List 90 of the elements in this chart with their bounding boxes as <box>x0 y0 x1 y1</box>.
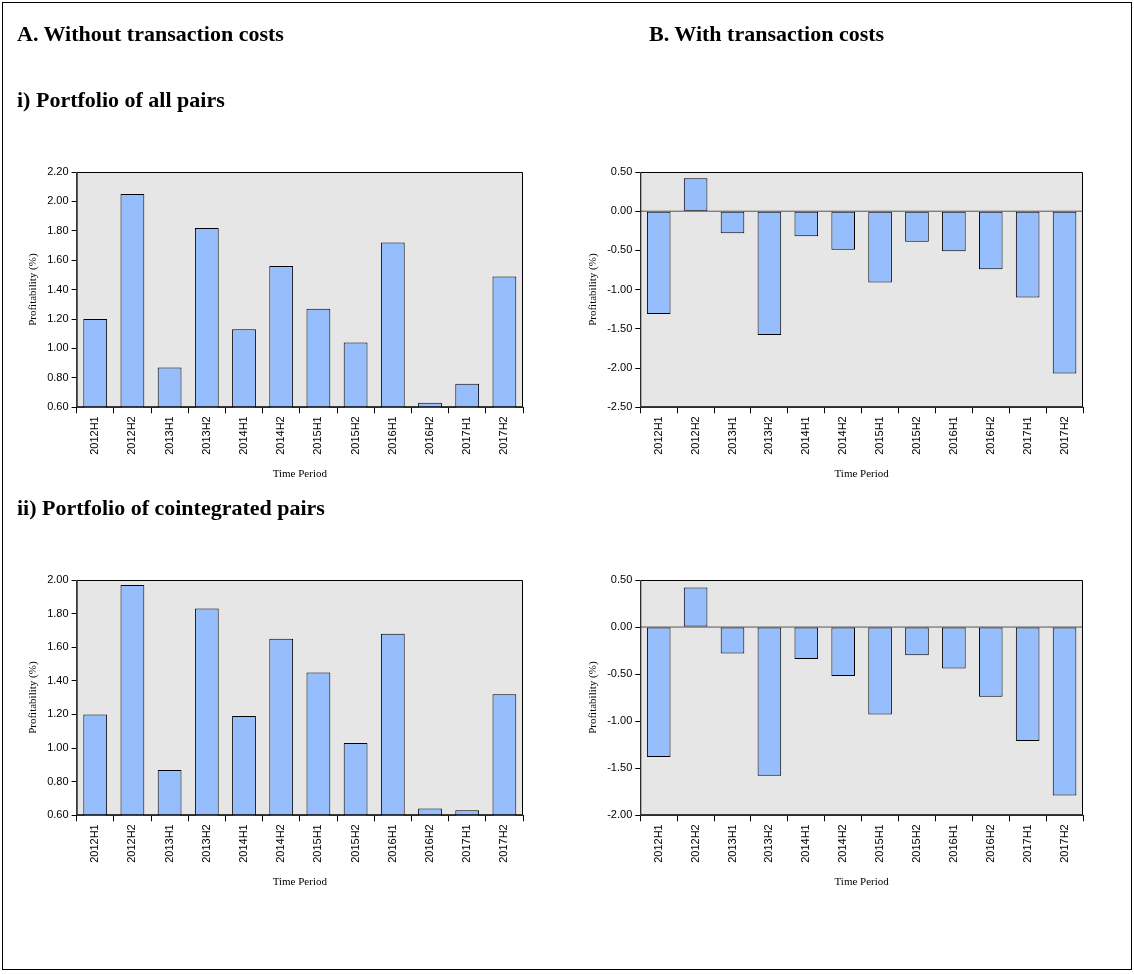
y-tick-label: 1.80 <box>47 606 69 619</box>
x-axis-title: Time Period <box>834 875 890 888</box>
y-tick-label: 0.60 <box>47 400 69 413</box>
y-tick-label: 0.60 <box>47 808 69 821</box>
y-axis-title: Profitability (%) <box>26 661 40 734</box>
x-tick-label: 2014H2 <box>836 416 849 455</box>
y-tick-label: 1.40 <box>47 282 69 295</box>
y-tick-label: 1.60 <box>47 640 69 653</box>
x-tick-label: 2015H1 <box>873 416 886 455</box>
x-tick-label: 2017H1 <box>1020 416 1033 455</box>
x-tick-label: 2016H2 <box>983 416 996 455</box>
x-tick-label: 2017H2 <box>497 824 510 863</box>
y-tick-label: 1.20 <box>47 312 69 325</box>
x-tick-label: 2016H1 <box>946 824 959 863</box>
x-tick-label: 2012H1 <box>88 416 101 455</box>
y-tick-label: -1.50 <box>607 321 633 334</box>
x-tick-label: 2016H1 <box>946 416 959 455</box>
chart-subtitle: i) Portfolio of all pairs <box>17 87 225 113</box>
y-tick-label: 1.40 <box>47 673 69 686</box>
y-tick-label: 1.60 <box>47 253 69 266</box>
x-tick-label: 2013H1 <box>725 416 738 455</box>
x-tick-label: 2015H1 <box>311 416 324 455</box>
x-tick-label: 2016H1 <box>385 416 398 455</box>
x-tick-label: 2015H2 <box>348 416 361 455</box>
x-tick-label: 2013H1 <box>725 824 738 863</box>
x-axis-title: Time Period <box>272 467 328 480</box>
y-axis-title: Profitability (%) <box>26 253 40 326</box>
x-tick-label: 2016H2 <box>983 824 996 863</box>
y-tick-label: 1.80 <box>47 223 69 236</box>
x-tick-label: 2013H2 <box>762 416 775 455</box>
x-tick-label: 2014H2 <box>274 824 287 863</box>
y-tick-label: 2.20 <box>47 165 69 178</box>
y-tick-label: -1.50 <box>607 761 633 774</box>
x-tick-label: 2012H2 <box>688 416 701 455</box>
y-tick-label: 0.80 <box>47 774 69 787</box>
y-tick-label: 0.80 <box>47 370 69 383</box>
x-tick-label: 2017H1 <box>460 416 473 455</box>
x-tick-label: 2014H1 <box>799 824 812 863</box>
y-tick-label: 0.50 <box>610 165 633 178</box>
x-tick-label: 2016H2 <box>423 416 436 455</box>
x-tick-label: 2017H2 <box>497 416 510 455</box>
x-tick-label: 2016H1 <box>385 824 398 863</box>
x-tick-label: 2017H1 <box>1020 824 1033 863</box>
y-tick-label: 1.00 <box>47 741 69 754</box>
y-tick-label: -2.00 <box>607 808 633 821</box>
x-axis-title: Time Period <box>272 875 328 888</box>
x-tick-label: 2012H2 <box>125 416 138 455</box>
x-tick-label: 2017H1 <box>460 824 473 863</box>
y-axis-title: Profitability (%) <box>586 253 600 326</box>
x-tick-label: 2012H1 <box>651 416 664 455</box>
y-tick-label: -1.00 <box>607 282 633 295</box>
x-tick-label: 2014H2 <box>836 824 849 863</box>
y-tick-label: 0.00 <box>610 620 633 633</box>
x-tick-label: 2013H2 <box>199 416 212 455</box>
chart-title: B. With transaction costs <box>649 21 885 47</box>
y-tick-label: -0.50 <box>607 667 633 680</box>
x-tick-label: 2017H2 <box>1057 416 1070 455</box>
y-tick-label: 1.00 <box>47 341 69 354</box>
y-tick-label: -1.00 <box>607 714 633 727</box>
x-tick-label: 2014H1 <box>237 824 250 863</box>
y-tick-label: 1.20 <box>47 707 69 720</box>
x-axis-title: Time Period <box>834 467 890 480</box>
x-tick-label: 2016H2 <box>423 824 436 863</box>
x-tick-label: 2015H2 <box>348 824 361 863</box>
y-tick-label: 0.50 <box>610 573 633 586</box>
chart-subtitle: ii) Portfolio of cointegrated pairs <box>17 495 325 521</box>
x-tick-label: 2015H1 <box>873 824 886 863</box>
y-tick-label: 2.00 <box>47 573 69 586</box>
x-tick-label: 2012H2 <box>688 824 701 863</box>
x-tick-label: 2015H2 <box>910 824 923 863</box>
x-tick-label: 2015H1 <box>311 824 324 863</box>
y-axis-title: Profitability (%) <box>586 661 600 734</box>
x-tick-label: 2014H1 <box>237 416 250 455</box>
x-tick-label: 2013H1 <box>162 416 175 455</box>
x-tick-label: 2013H1 <box>162 824 175 863</box>
y-tick-label: -0.50 <box>607 243 633 256</box>
x-tick-label: 2015H2 <box>910 416 923 455</box>
x-tick-label: 2013H2 <box>762 824 775 863</box>
x-tick-label: 2012H2 <box>125 824 138 863</box>
x-tick-label: 2017H2 <box>1057 824 1070 863</box>
y-tick-label: 2.00 <box>47 194 69 207</box>
chart-title: A. Without transaction costs <box>17 21 284 47</box>
x-tick-label: 2014H1 <box>799 416 812 455</box>
x-tick-label: 2014H2 <box>274 416 287 455</box>
x-tick-label: 2012H1 <box>651 824 664 863</box>
x-tick-label: 2012H1 <box>88 824 101 863</box>
y-tick-label: 0.00 <box>610 204 633 217</box>
x-tick-label: 2013H2 <box>199 824 212 863</box>
y-tick-label: -2.50 <box>607 400 633 413</box>
y-tick-label: -2.00 <box>607 361 633 374</box>
